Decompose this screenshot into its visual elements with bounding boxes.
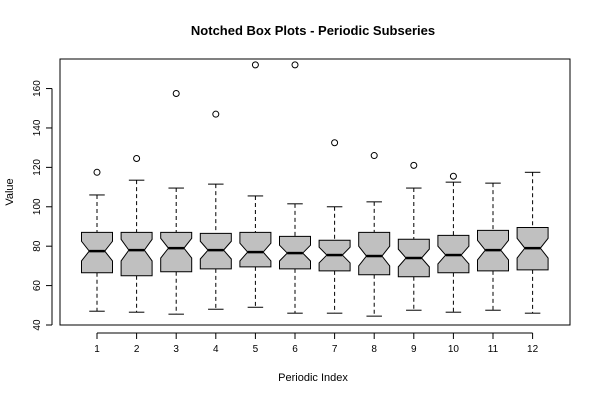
outlier-point	[449, 172, 457, 180]
y-tick-label: 120	[32, 159, 43, 176]
notched-box	[160, 231, 193, 273]
x-tick-label: 6	[292, 344, 298, 355]
x-tick-label: 5	[253, 344, 259, 355]
x-tick-label: 8	[371, 344, 377, 355]
y-tick-label: 140	[32, 119, 43, 136]
x-tick-label: 10	[448, 344, 460, 355]
outlier-point	[133, 155, 141, 163]
outlier-point	[370, 152, 378, 160]
notched-box	[81, 231, 113, 274]
x-tick-label: 4	[213, 344, 219, 355]
outlier-point	[212, 110, 220, 118]
box-6	[279, 61, 311, 314]
y-tick-label: 40	[32, 319, 43, 331]
outlier-point	[331, 139, 339, 147]
x-tick-label: 11	[488, 344, 499, 355]
x-tick-label: 1	[94, 344, 100, 355]
plot-frame	[59, 58, 571, 326]
box-8	[358, 152, 391, 317]
box-7	[318, 139, 351, 314]
y-tick-label: 60	[32, 280, 43, 292]
outlier-point	[251, 61, 259, 69]
outlier-point	[291, 61, 299, 69]
y-tick-label: 80	[32, 240, 43, 252]
notched-box	[239, 231, 272, 268]
box-9	[397, 161, 430, 311]
box-11	[477, 182, 509, 311]
box-1	[81, 168, 113, 312]
outlier-point	[172, 89, 180, 97]
x-axis-label: Periodic Index	[278, 372, 348, 384]
box-10	[437, 172, 470, 313]
outlier-point	[93, 168, 101, 176]
box-3	[160, 89, 193, 315]
notched-box	[358, 231, 391, 276]
x-tick-label: 7	[332, 344, 338, 355]
notched-box	[120, 231, 153, 277]
x-tick-label: 3	[173, 344, 179, 355]
y-axis-label: Value	[4, 178, 16, 205]
x-tick-label: 9	[411, 344, 417, 355]
box-4	[199, 110, 232, 310]
x-axis: 1 2 3 4 5 6 7 8 9 10 11 12	[94, 332, 539, 355]
box-12	[516, 171, 549, 314]
boxes-group	[81, 61, 549, 317]
x-tick-label: 12	[527, 344, 539, 355]
outlier-point	[410, 161, 418, 169]
x-tick-label: 2	[134, 344, 140, 355]
chart-title: Notched Box Plots - Periodic Subseries	[191, 23, 435, 38]
y-tick-label: 160	[32, 80, 43, 97]
box-2	[120, 155, 153, 313]
y-tick-label: 100	[32, 198, 43, 215]
y-axis: 40 60 80 100 120 140 160	[32, 80, 53, 331]
box-5	[239, 61, 272, 308]
